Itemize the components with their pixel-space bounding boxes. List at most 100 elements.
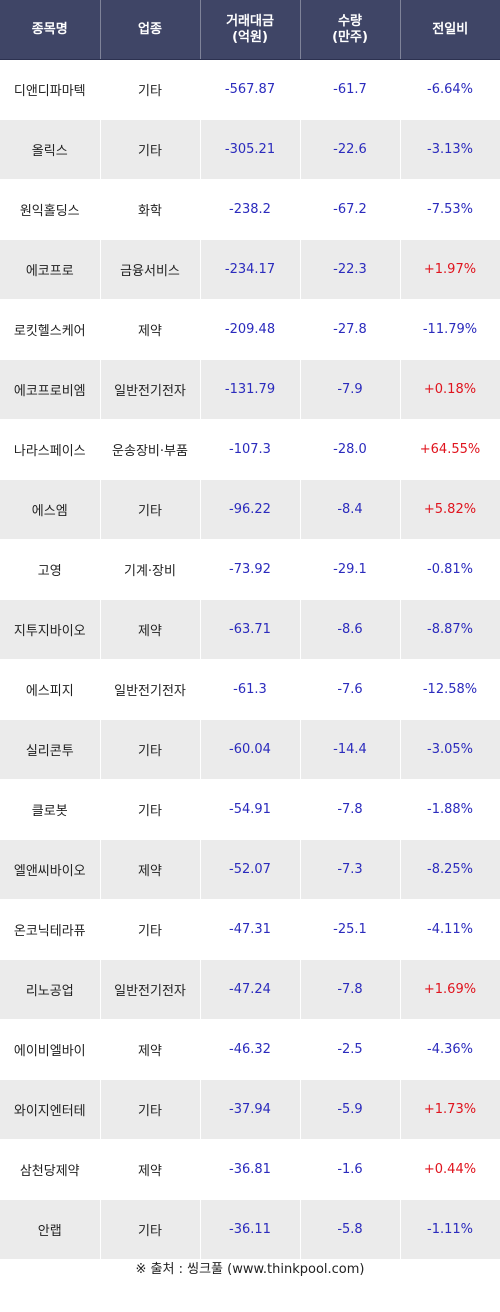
header-row: 종목명 업종 거래대금 (억원) 수량 (만주) 전일비	[0, 0, 500, 60]
change-cell: +1.73%	[400, 1079, 500, 1140]
table-row: 삼천당제약 제약 -36.81 -1.6 +0.44%	[0, 1139, 500, 1200]
stock-name-cell: 고영	[0, 539, 101, 600]
volume-cell: -28.0	[300, 419, 401, 480]
change-cell: -8.25%	[400, 839, 500, 900]
stock-name-cell: 올릭스	[0, 119, 101, 180]
stock-name-cell: 에스피지	[0, 659, 101, 720]
col-header-amount: 거래대금 (억원)	[200, 0, 301, 60]
trade-amount-cell: -47.24	[200, 959, 301, 1020]
trade-amount-cell: -47.31	[200, 899, 301, 960]
table-row: 와이지엔터테 기타 -37.94 -5.9 +1.73%	[0, 1079, 500, 1140]
source-note: ※ 출처 : 씽크풀 (www.thinkpool.com)	[135, 1262, 365, 1277]
change-cell: +1.97%	[400, 239, 500, 300]
table-row: 에스피지 일반전기전자 -61.3 -7.6 -12.58%	[0, 659, 500, 720]
sector-cell: 제약	[100, 299, 201, 360]
col-header-sector: 업종	[100, 0, 201, 60]
stock-name-cell: 지투지바이오	[0, 599, 101, 660]
trade-amount-cell: -209.48	[200, 299, 301, 360]
trade-amount-cell: -36.11	[200, 1199, 301, 1260]
volume-cell: -14.4	[300, 719, 401, 780]
change-cell: -0.81%	[400, 539, 500, 600]
net-selling-table: 종목명 업종 거래대금 (억원) 수량 (만주) 전일비 디앤디파마텍 기타 -56…	[0, 0, 500, 1260]
trade-amount-cell: -54.91	[200, 779, 301, 840]
volume-cell: -8.4	[300, 479, 401, 540]
table-row: 고영 기계·장비 -73.92 -29.1 -0.81%	[0, 539, 500, 600]
table-row: 온코닉테라퓨 기타 -47.31 -25.1 -4.11%	[0, 899, 500, 960]
table-row: 에이비엘바이 제약 -46.32 -2.5 -4.36%	[0, 1019, 500, 1080]
table-row: 클로봇 기타 -54.91 -7.8 -1.88%	[0, 779, 500, 840]
stock-name-cell: 에코프로비엠	[0, 359, 101, 420]
table-row: 원익홀딩스 화학 -238.2 -67.2 -7.53%	[0, 179, 500, 240]
sector-cell: 일반전기전자	[100, 359, 201, 420]
table-row: 안랩 기타 -36.11 -5.8 -1.11%	[0, 1199, 500, 1260]
col-header-volume-line2: (만주)	[332, 29, 368, 45]
volume-cell: -5.8	[300, 1199, 401, 1260]
trade-amount-cell: -234.17	[200, 239, 301, 300]
change-cell: -7.53%	[400, 179, 500, 240]
col-header-amount-line2: (억원)	[232, 29, 268, 45]
trade-amount-cell: -52.07	[200, 839, 301, 900]
change-cell: -3.13%	[400, 119, 500, 180]
volume-cell: -7.8	[300, 779, 401, 840]
volume-cell: -29.1	[300, 539, 401, 600]
volume-cell: -25.1	[300, 899, 401, 960]
sector-cell: 기타	[100, 479, 201, 540]
stock-name-cell: 와이지엔터테	[0, 1079, 101, 1140]
col-header-volume-line1: 수량	[338, 13, 362, 29]
stock-name-cell: 나라스페이스	[0, 419, 101, 480]
change-cell: +5.82%	[400, 479, 500, 540]
sector-cell: 기타	[100, 59, 201, 120]
change-cell: -8.87%	[400, 599, 500, 660]
table-row: 리노공업 일반전기전자 -47.24 -7.8 +1.69%	[0, 959, 500, 1020]
table-row: 엘앤씨바이오 제약 -52.07 -7.3 -8.25%	[0, 839, 500, 900]
trade-amount-cell: -60.04	[200, 719, 301, 780]
sector-cell: 제약	[100, 1139, 201, 1200]
sector-cell: 제약	[100, 599, 201, 660]
change-cell: -6.64%	[400, 59, 500, 120]
change-cell: +64.55%	[400, 419, 500, 480]
change-cell: -11.79%	[400, 299, 500, 360]
sector-cell: 기타	[100, 1079, 201, 1140]
trade-amount-cell: -37.94	[200, 1079, 301, 1140]
trade-amount-cell: -107.3	[200, 419, 301, 480]
stock-name-cell: 안랩	[0, 1199, 101, 1260]
change-cell: -4.36%	[400, 1019, 500, 1080]
stock-name-cell: 삼천당제약	[0, 1139, 101, 1200]
trade-amount-cell: -567.87	[200, 59, 301, 120]
trade-amount-cell: -46.32	[200, 1019, 301, 1080]
trade-amount-cell: -238.2	[200, 179, 301, 240]
trade-amount-cell: -96.22	[200, 479, 301, 540]
table-row: 지투지바이오 제약 -63.71 -8.6 -8.87%	[0, 599, 500, 660]
sector-cell: 기타	[100, 779, 201, 840]
trade-amount-cell: -131.79	[200, 359, 301, 420]
stock-name-cell: 엘앤씨바이오	[0, 839, 101, 900]
volume-cell: -61.7	[300, 59, 401, 120]
trade-amount-cell: -61.3	[200, 659, 301, 720]
trade-amount-cell: -63.71	[200, 599, 301, 660]
table-row: 실리콘투 기타 -60.04 -14.4 -3.05%	[0, 719, 500, 780]
change-cell: +0.18%	[400, 359, 500, 420]
col-header-name: 종목명	[0, 0, 101, 60]
volume-cell: -7.8	[300, 959, 401, 1020]
stock-name-cell: 로킷헬스케어	[0, 299, 101, 360]
sector-cell: 일반전기전자	[100, 659, 201, 720]
sector-cell: 제약	[100, 1019, 201, 1080]
table-row: 로킷헬스케어 제약 -209.48 -27.8 -11.79%	[0, 299, 500, 360]
volume-cell: -7.6	[300, 659, 401, 720]
change-cell: +0.44%	[400, 1139, 500, 1200]
stock-name-cell: 에이비엘바이	[0, 1019, 101, 1080]
sector-cell: 금융서비스	[100, 239, 201, 300]
table-body: 디앤디파마텍 기타 -567.87 -61.7 -6.64% 올릭스 기타 -305.21 -2…	[0, 59, 500, 1260]
col-header-change: 전일비	[400, 0, 500, 60]
col-header-volume: 수량 (만주)	[300, 0, 401, 60]
stock-name-cell: 실리콘투	[0, 719, 101, 780]
change-cell: -3.05%	[400, 719, 500, 780]
volume-cell: -8.6	[300, 599, 401, 660]
sector-cell: 기타	[100, 719, 201, 780]
trade-amount-cell: -73.92	[200, 539, 301, 600]
sector-cell: 기타	[100, 119, 201, 180]
trade-amount-cell: -305.21	[200, 119, 301, 180]
change-cell: -1.88%	[400, 779, 500, 840]
sector-cell: 기계·장비	[100, 539, 201, 600]
